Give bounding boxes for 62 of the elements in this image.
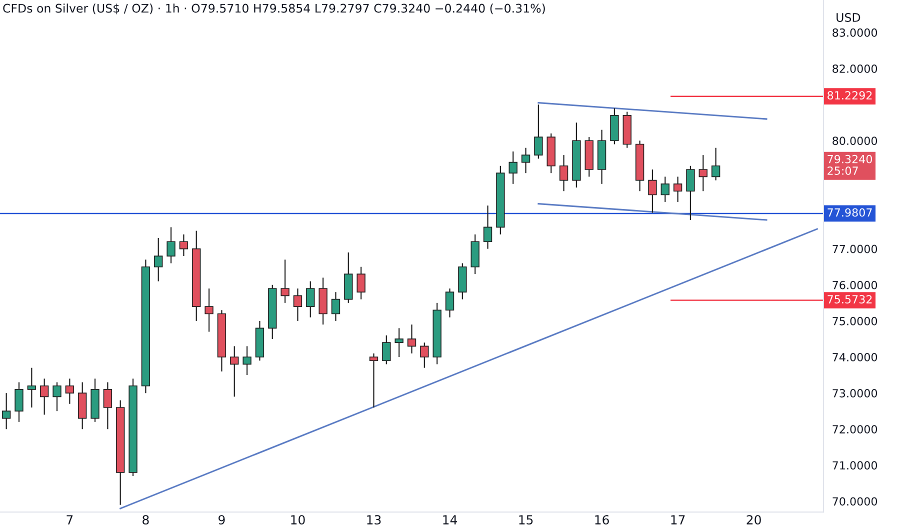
candlestick — [508, 150, 518, 184]
candlestick — [280, 259, 290, 304]
candlestick — [306, 280, 315, 318]
candlestick — [483, 204, 492, 250]
candlestick — [660, 176, 670, 202]
candlestick — [2, 392, 11, 430]
candlestick — [698, 154, 708, 192]
y-tick-label: 70.0000 — [832, 497, 878, 506]
candlestick — [534, 104, 543, 160]
ref-line-label: 81.2292 — [828, 91, 872, 100]
candlestick — [154, 237, 163, 282]
candlestick — [40, 378, 49, 416]
candlestick — [52, 382, 62, 412]
text: 79.3240 25:07 — [828, 154, 872, 175]
candlestick — [65, 378, 74, 404]
x-tick-label: 17 — [671, 515, 685, 524]
ref-line-label: 77.9807 — [828, 208, 872, 217]
candlestick — [420, 342, 429, 368]
y-tick-label: 83.0000 — [832, 28, 878, 37]
x-tick-label: 13 — [367, 515, 381, 525]
candlestick — [14, 382, 24, 422]
y-tick-label: 72.0000 — [832, 425, 878, 434]
candlestick — [445, 288, 454, 318]
candlestick — [559, 154, 568, 192]
candlestick — [103, 382, 112, 430]
candlestick — [242, 346, 252, 376]
x-tick-label: 20 — [746, 515, 761, 525]
candlestick — [179, 234, 188, 257]
x-tick-label: 8 — [142, 515, 149, 525]
candlestick — [230, 346, 239, 398]
candlestick — [711, 147, 720, 181]
y-tick-label: 75.0000 — [832, 316, 878, 326]
ref-line-label: 75.5732 — [828, 295, 872, 304]
y-tick-label: 82.0000 — [832, 64, 878, 73]
y-tick-label: 80.0000 — [832, 136, 878, 146]
candlestick — [356, 266, 366, 300]
y-tick-label: 77.0000 — [832, 244, 878, 254]
candlestick — [394, 328, 404, 358]
x-tick-label: 14 — [443, 515, 458, 524]
y-tick-label: 74.0000 — [832, 352, 878, 362]
y-tick-label: 76.0000 — [832, 280, 878, 290]
x-tick-label: 7 — [66, 515, 73, 524]
x-tick-label: 10 — [291, 515, 305, 525]
candlestick — [293, 288, 302, 322]
candlestick — [204, 288, 214, 332]
candlestick — [407, 324, 416, 354]
x-tick-label: 16 — [595, 515, 609, 525]
candlestick — [673, 176, 682, 202]
y-tick-label: 71.0000 — [832, 461, 878, 470]
candlestick — [369, 352, 378, 408]
chart-title: CFDs on Silver (US$ / OZ) · 1h · O79.5710 H79.5854 L79.2797 C79.3240 −0.2440 (−0.31%) — [3, 4, 545, 14]
candlestick — [686, 165, 695, 221]
candlestick — [382, 334, 391, 365]
candlestick — [166, 226, 176, 264]
candlestick — [648, 168, 657, 214]
candlestick — [521, 147, 530, 174]
x-tick-label: 15 — [519, 515, 533, 525]
candlestick — [27, 367, 36, 408]
candlestick — [331, 292, 340, 322]
y-axis-title: USD — [836, 13, 860, 22]
y-tick-label: 73.0000 — [832, 389, 878, 398]
x-tick-label: 9 — [218, 515, 225, 525]
